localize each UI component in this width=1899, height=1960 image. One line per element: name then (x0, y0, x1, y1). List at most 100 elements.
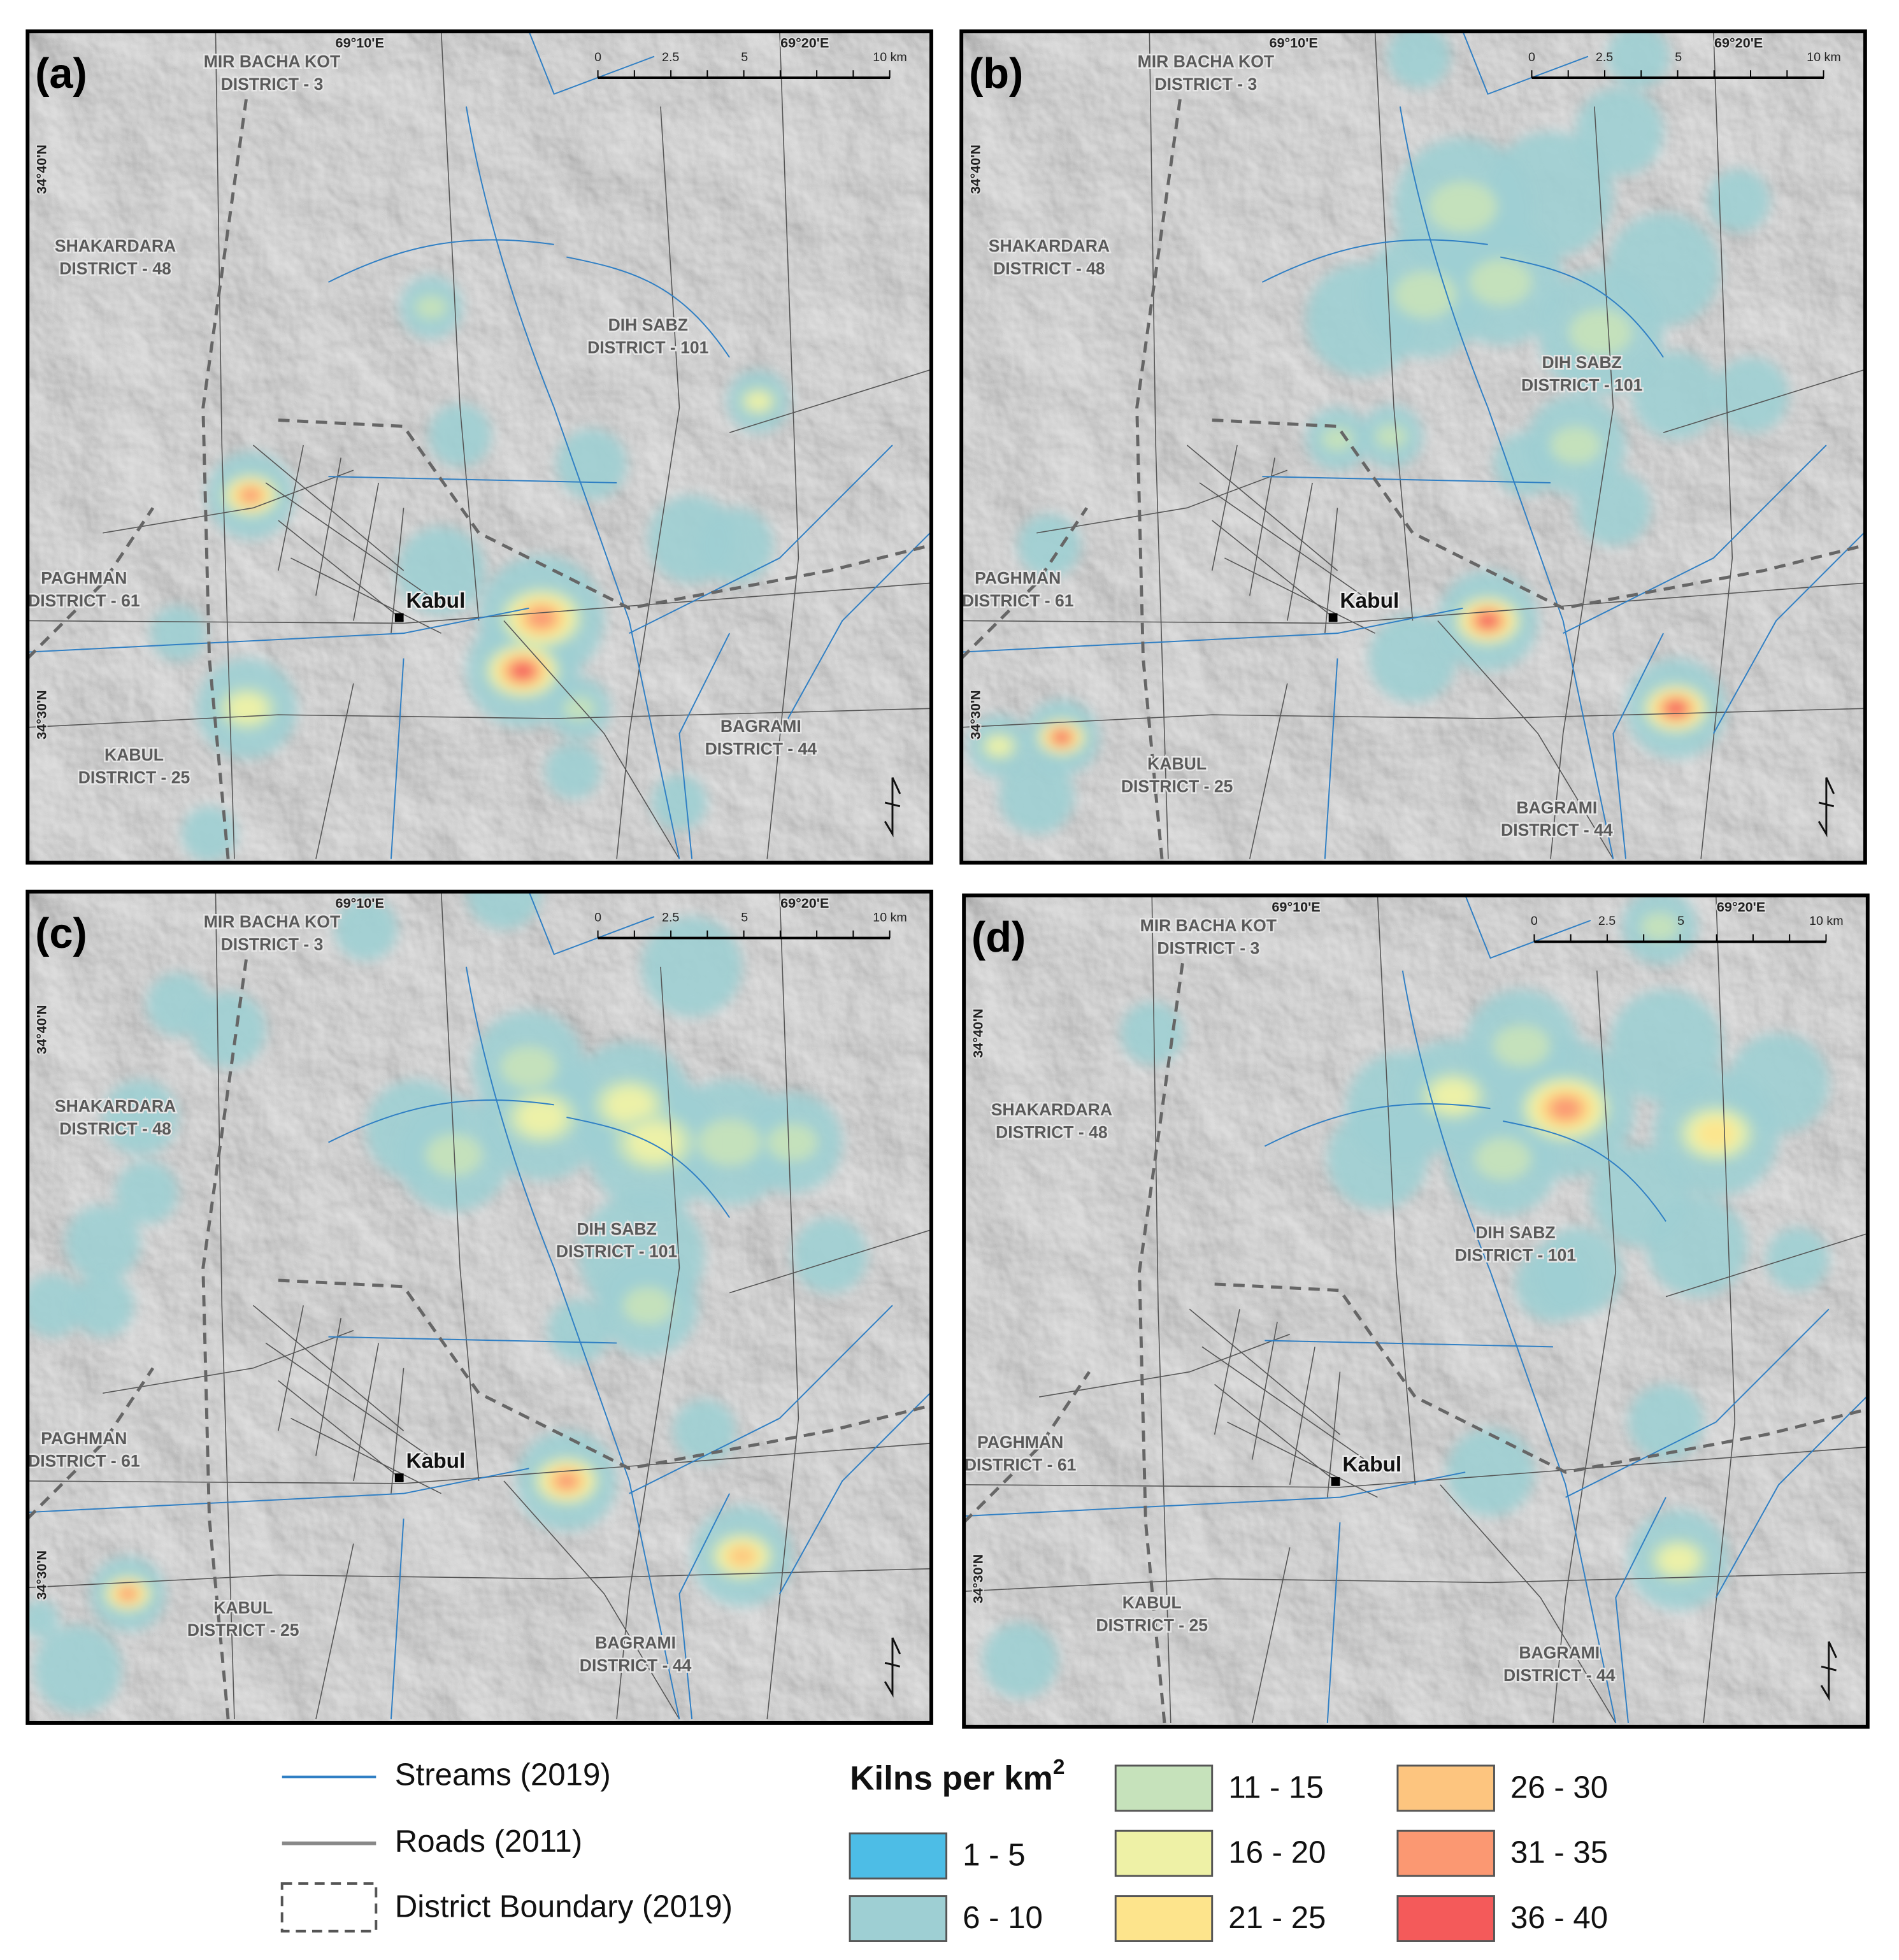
road (391, 1368, 405, 1494)
north-arrow (884, 776, 901, 838)
road (440, 891, 480, 1482)
road (27, 582, 931, 624)
latitude-label: 34°30'N (968, 690, 984, 740)
longitude-label: 69°20'E (1717, 899, 1765, 915)
stream (961, 607, 1463, 653)
stream (1324, 658, 1338, 859)
density-core (1428, 182, 1498, 232)
density-blob (545, 743, 601, 799)
density-blob (27, 1600, 59, 1638)
district-label: DISTRICT - 44 (580, 1656, 692, 1675)
district-label: DISTRICT - 61 (28, 591, 140, 610)
latitude-label: 34°40'N (970, 1008, 985, 1058)
panel-label: (d) (971, 913, 1026, 961)
stream (27, 607, 529, 653)
density-core (1697, 1120, 1735, 1148)
density-blob (652, 775, 707, 831)
map-panel: MIR BACHA KOT DISTRICT - 3 SHAKARDARA DISTR… (25, 29, 933, 865)
city-label: Kabul (406, 1449, 466, 1473)
district-label: MIR BACHA KOT (1138, 52, 1274, 71)
city-marker (1331, 1477, 1340, 1486)
scale-label: 2.5 (1596, 50, 1613, 64)
density-core (1394, 271, 1457, 318)
scale-label: 0 (594, 50, 601, 64)
district-label: DISTRICT - 3 (221, 75, 324, 94)
road (103, 1330, 354, 1394)
stream (328, 1099, 554, 1143)
stream (566, 1117, 730, 1219)
road (265, 1342, 429, 1457)
city-marker (394, 613, 404, 622)
stream (629, 1305, 893, 1494)
road (1374, 31, 1414, 621)
scale-label: 0 (1531, 914, 1538, 928)
density-core (241, 488, 261, 503)
stream (328, 239, 554, 283)
road (1039, 1333, 1290, 1398)
road (315, 457, 341, 596)
district-label: DIH SABZ (608, 315, 688, 334)
scale-label: 5 (1677, 914, 1684, 928)
district-label: PAGHMAN (977, 1433, 1063, 1452)
density-core (605, 1087, 653, 1122)
district-label: DISTRICT - 3 (1154, 75, 1257, 94)
district-boundary (278, 1278, 931, 1470)
district-label: PAGHMAN (41, 1429, 127, 1448)
road (290, 557, 441, 634)
map-content (27, 31, 931, 863)
district-boundary (201, 954, 249, 1720)
density-blob (1609, 989, 1723, 1103)
stream (1565, 1308, 1830, 1498)
road (215, 31, 235, 859)
stream (1712, 532, 1865, 734)
longitude-label: 69°20'E (780, 895, 829, 911)
district-label: PAGHMAN (41, 569, 127, 588)
stream (528, 891, 655, 955)
stream (390, 658, 405, 859)
district-boundary (201, 94, 249, 859)
legend-label: Roads (2011) (395, 1824, 582, 1859)
density-blob (1713, 357, 1789, 433)
road (278, 445, 304, 571)
district-label: MIR BACHA KOT (204, 912, 340, 931)
district-label: DISTRICT - 25 (78, 768, 190, 787)
legend-class-label: 1 - 5 (963, 1838, 1025, 1873)
road (252, 1305, 405, 1431)
stream (1399, 106, 1614, 859)
road (440, 31, 480, 621)
stream (328, 476, 617, 483)
map-panel: MIR BACHA KOT DISTRICT - 3 SHAKARDARA DISTR… (25, 889, 933, 1725)
density-blob (71, 1274, 134, 1337)
longitude-label: 69°10'E (1272, 899, 1320, 915)
legend-class-label: 6 - 10 (963, 1900, 1043, 1935)
legend-swatch (1114, 1829, 1214, 1877)
density-blob (115, 1161, 178, 1224)
scale-label: 5 (1675, 50, 1682, 64)
density-blob (641, 917, 742, 1017)
district-label: DIH SABZ (1542, 353, 1621, 372)
road (315, 1317, 341, 1456)
road (1550, 106, 1614, 859)
road (616, 106, 680, 859)
road (1326, 1371, 1341, 1498)
scale-label: 10 km (873, 50, 907, 64)
legend-label: District Boundary (2019) (395, 1889, 733, 1924)
panel-label: (c) (35, 910, 87, 957)
north-arrow (1817, 776, 1835, 838)
latitude-label: 34°30'N (34, 1550, 50, 1600)
road (1226, 1421, 1378, 1498)
stream (1462, 31, 1589, 95)
road (315, 1543, 354, 1720)
district-label: DISTRICT - 3 (1157, 938, 1259, 957)
density-core (415, 296, 447, 319)
road (315, 683, 354, 859)
district-label: BAGRAMI (1516, 798, 1597, 817)
road (278, 1305, 304, 1431)
density-blob (1017, 514, 1081, 577)
density-blob (698, 508, 774, 583)
latitude-label: 34°40'N (34, 1005, 50, 1054)
map-panel: MIR BACHA KOT DISTRICT - 3 SHAKARDARA DISTR… (959, 29, 1867, 865)
boundary-symbol (280, 1882, 378, 1933)
road (1199, 482, 1363, 596)
district-label: DISTRICT - 61 (964, 1455, 1077, 1474)
